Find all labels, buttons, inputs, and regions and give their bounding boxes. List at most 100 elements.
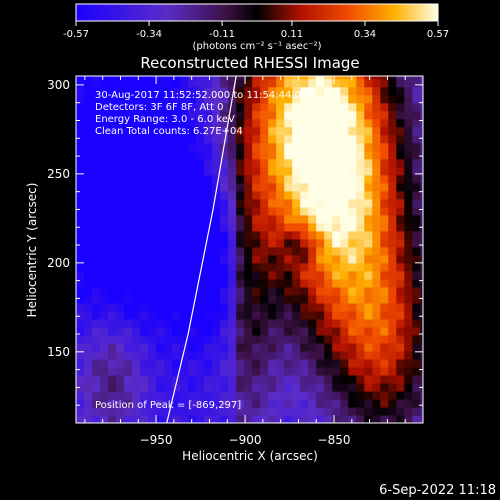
heatmap-cell (284, 78, 293, 88)
heatmap-cell (420, 76, 423, 80)
heatmap-cell (268, 262, 277, 272)
heatmap-cell (156, 110, 165, 120)
heatmap-cell (356, 383, 365, 392)
heatmap-cell (196, 174, 205, 184)
heatmap-cell (124, 246, 133, 256)
heatmap-cell (140, 86, 149, 96)
heatmap-cell (140, 294, 149, 304)
heatmap-cell (396, 150, 405, 160)
heatmap-cell (204, 278, 213, 288)
heatmap-cell (196, 286, 205, 296)
heatmap-cell (156, 102, 165, 112)
heatmap-cell (356, 399, 365, 408)
heatmap-cell (100, 190, 109, 200)
heatmap-cell (116, 294, 125, 304)
heatmap-cell (268, 182, 277, 192)
heatmap-cell (340, 391, 349, 400)
heatmap-cell (100, 110, 109, 120)
heatmap-cell (388, 134, 397, 144)
heatmap-cell (84, 318, 93, 328)
heatmap-cell (252, 278, 261, 288)
heatmap-cell (140, 166, 149, 176)
heatmap-cell (84, 86, 93, 96)
heatmap-cell (324, 222, 333, 232)
heatmap-cell (380, 366, 389, 376)
heatmap-cell (212, 150, 221, 160)
heatmap-cell (404, 262, 413, 272)
heatmap-cell (180, 118, 189, 128)
heatmap-cell (396, 230, 405, 240)
heatmap-cell (316, 278, 325, 288)
heatmap-cell (76, 94, 85, 104)
heatmap-cell (372, 318, 381, 328)
heatmap-cell (340, 399, 349, 408)
heatmap-cell (292, 198, 301, 208)
heatmap-cell (332, 334, 341, 344)
heatmap-cell (84, 391, 93, 400)
heatmap-cell (236, 334, 245, 344)
heatmap-cell (124, 318, 133, 328)
heatmap-cell (332, 134, 341, 144)
heatmap-cell (108, 350, 117, 360)
heatmap-cell (260, 222, 269, 232)
heatmap-cell (340, 334, 349, 344)
heatmap-cell (252, 246, 261, 256)
heatmap-cell (116, 278, 125, 288)
heatmap-cell (380, 286, 389, 296)
heatmap-cell (324, 230, 333, 240)
heatmap-cell (268, 326, 277, 336)
heatmap-cell (404, 142, 413, 152)
heatmap-cell (396, 383, 405, 392)
heatmap-cell (236, 391, 245, 400)
heatmap-cell (244, 110, 253, 120)
heatmap-cell (308, 94, 317, 104)
heatmap-cell (356, 78, 365, 88)
heatmap-cell (76, 415, 85, 423)
heatmap-cell (228, 150, 237, 160)
heatmap-cell (316, 230, 325, 240)
heatmap-cell (372, 302, 381, 312)
heatmap-cell (284, 102, 293, 112)
heatmap-cell (260, 190, 269, 200)
heatmap-cell (372, 350, 381, 360)
heatmap-cell (164, 190, 173, 200)
heatmap-cell (284, 399, 293, 408)
heatmap-cell (92, 270, 101, 280)
heatmap-cell (300, 86, 309, 96)
heatmap-cell (124, 407, 133, 416)
heatmap-cell (100, 391, 109, 400)
heatmap-cell (124, 334, 133, 344)
heatmap-cell (188, 214, 197, 224)
heatmap-cell (372, 399, 381, 408)
heatmap-cell (316, 286, 325, 296)
heatmap-cell (108, 334, 117, 344)
heatmap-cell (356, 76, 365, 80)
heatmap-cell (180, 206, 189, 216)
heatmap-cell (132, 318, 141, 328)
heatmap-cell (148, 246, 157, 256)
heatmap-cell (236, 230, 245, 240)
heatmap-cell (124, 142, 133, 152)
heatmap-cell (92, 150, 101, 160)
heatmap-cell (228, 383, 237, 392)
heatmap-cell (132, 270, 141, 280)
heatmap-cell (348, 102, 357, 112)
heatmap-cell (252, 206, 261, 216)
heatmap-cell (148, 76, 157, 80)
heatmap-cell (276, 150, 285, 160)
heatmap-cell (348, 366, 357, 376)
heatmap-cell (172, 206, 181, 216)
heatmap-cell (108, 246, 117, 256)
heatmap-cell (412, 407, 421, 416)
heatmap-cell (164, 134, 173, 144)
heatmap-cell (188, 182, 197, 192)
heatmap-cell (124, 230, 133, 240)
heatmap-cell (76, 126, 85, 136)
heatmap-cell (204, 254, 213, 264)
heatmap-cell (260, 78, 269, 88)
heatmap-cell (172, 94, 181, 104)
heatmap-cell (292, 415, 301, 423)
heatmap-cell (236, 350, 245, 360)
heatmap-cell (300, 358, 309, 368)
heatmap-cell (308, 238, 317, 248)
